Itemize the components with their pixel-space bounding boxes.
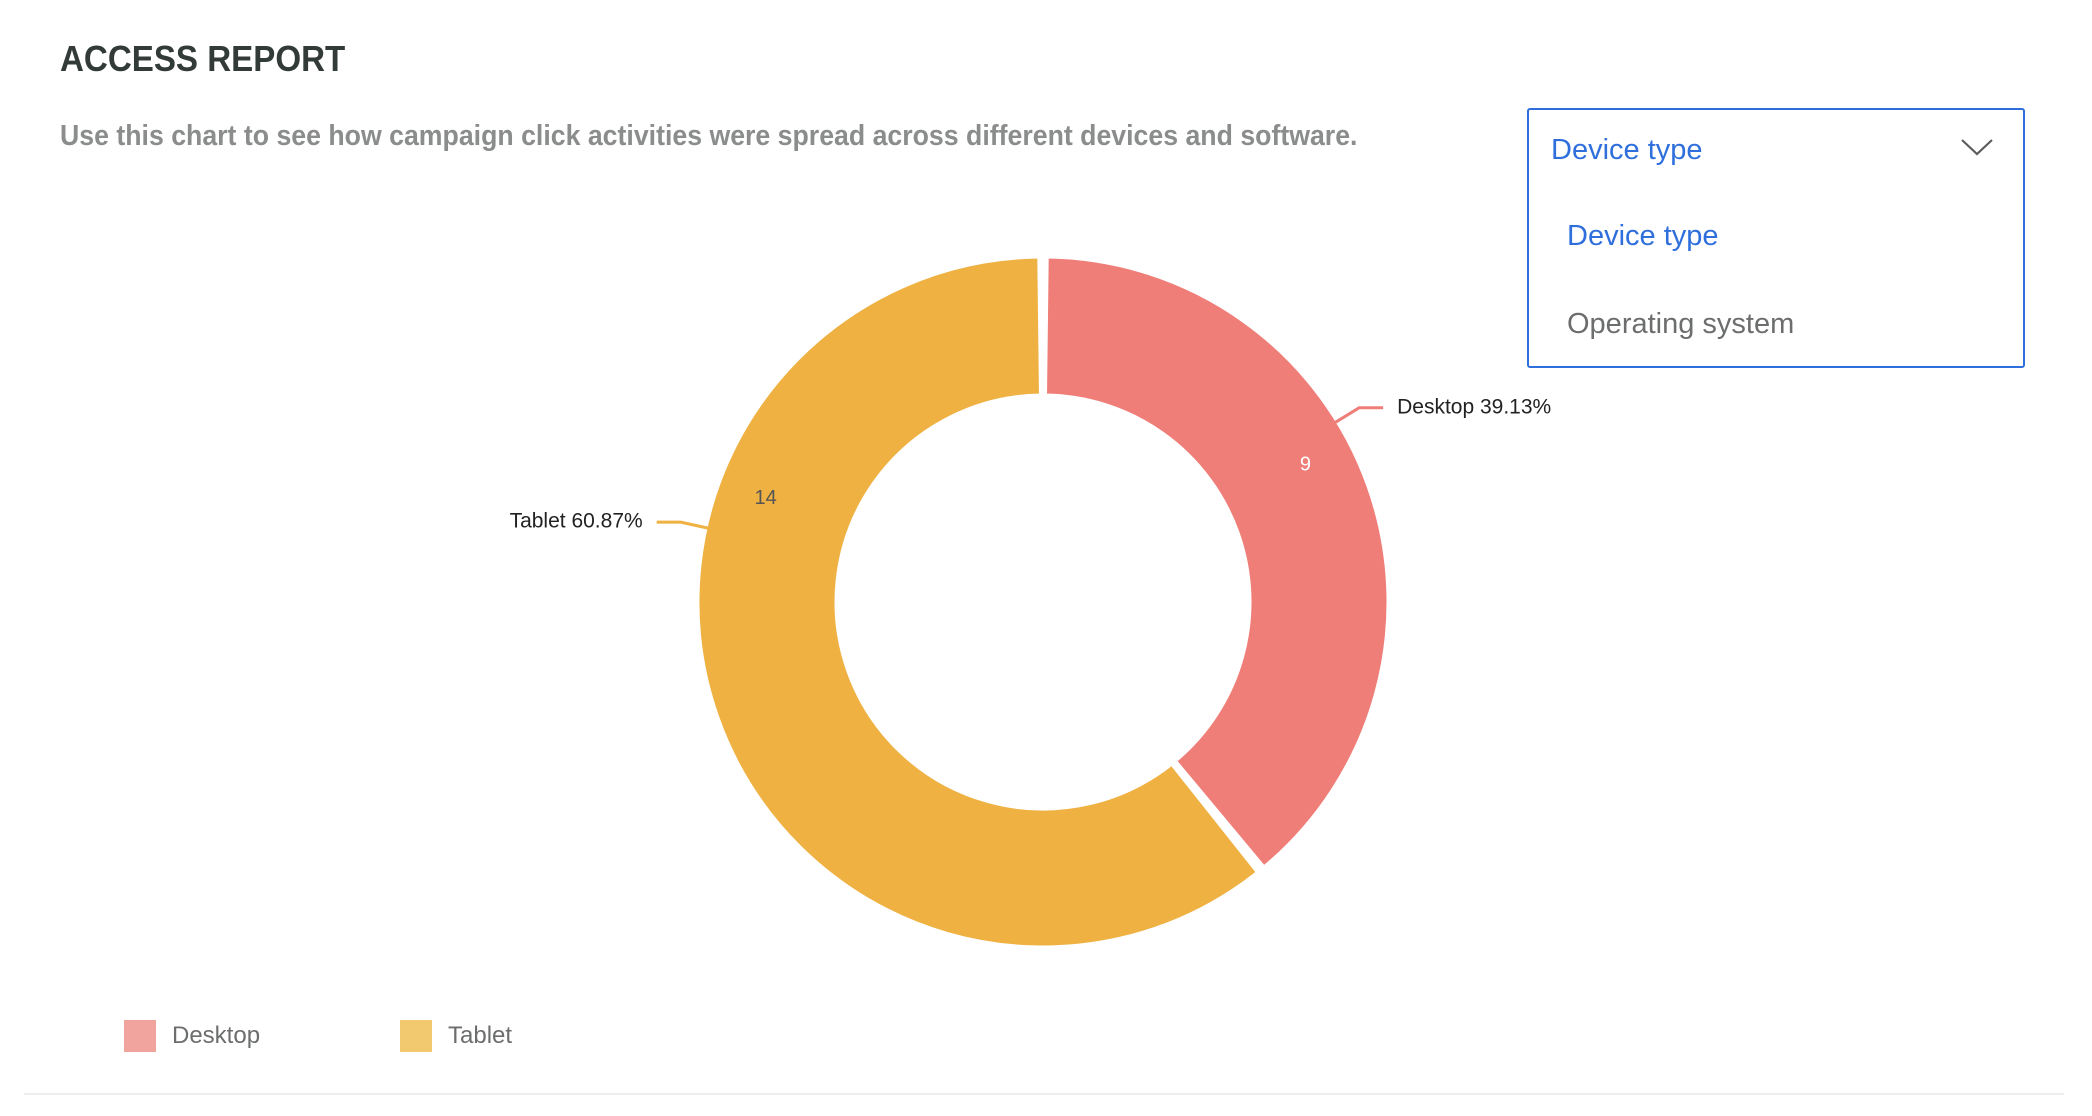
slice-value-label-desktop: 9 (1300, 453, 1311, 475)
legend-swatch-tablet (400, 1020, 432, 1052)
legend-label-tablet: Tablet (448, 1022, 513, 1049)
legend-item-tablet[interactable]: Tablet (400, 1018, 512, 1054)
legend-label-desktop: Desktop (172, 1022, 261, 1049)
dropdown-option-device-type[interactable]: Device type (1567, 220, 1719, 252)
legend-swatch-desktop (124, 1020, 156, 1052)
slice-value-label-tablet: 14 (755, 487, 777, 509)
slice-percent-label-desktop: Desktop 39.13% (1397, 395, 1551, 418)
legend-item-desktop[interactable]: Desktop (124, 1018, 260, 1054)
report-type-dropdown[interactable]: Device type Device type Operating system (1527, 108, 2025, 368)
donut-slice-desktop[interactable] (1044, 255, 1390, 869)
section-divider (24, 1093, 2064, 1095)
page-subtitle: Use this chart to see how campaign click… (60, 120, 1358, 152)
leader-line-tablet (656, 520, 709, 530)
page-title: ACCESS REPORT (60, 38, 346, 79)
dropdown-selected-value[interactable]: Device type (1551, 134, 1703, 166)
dropdown-option-operating-system[interactable]: Operating system (1567, 308, 1795, 340)
leader-line-desktop (1334, 406, 1384, 424)
donut-slice-tablet[interactable] (696, 255, 1259, 949)
chevron-down-icon[interactable] (1959, 132, 1995, 162)
slice-percent-label-tablet: Tablet 60.87% (510, 510, 643, 533)
